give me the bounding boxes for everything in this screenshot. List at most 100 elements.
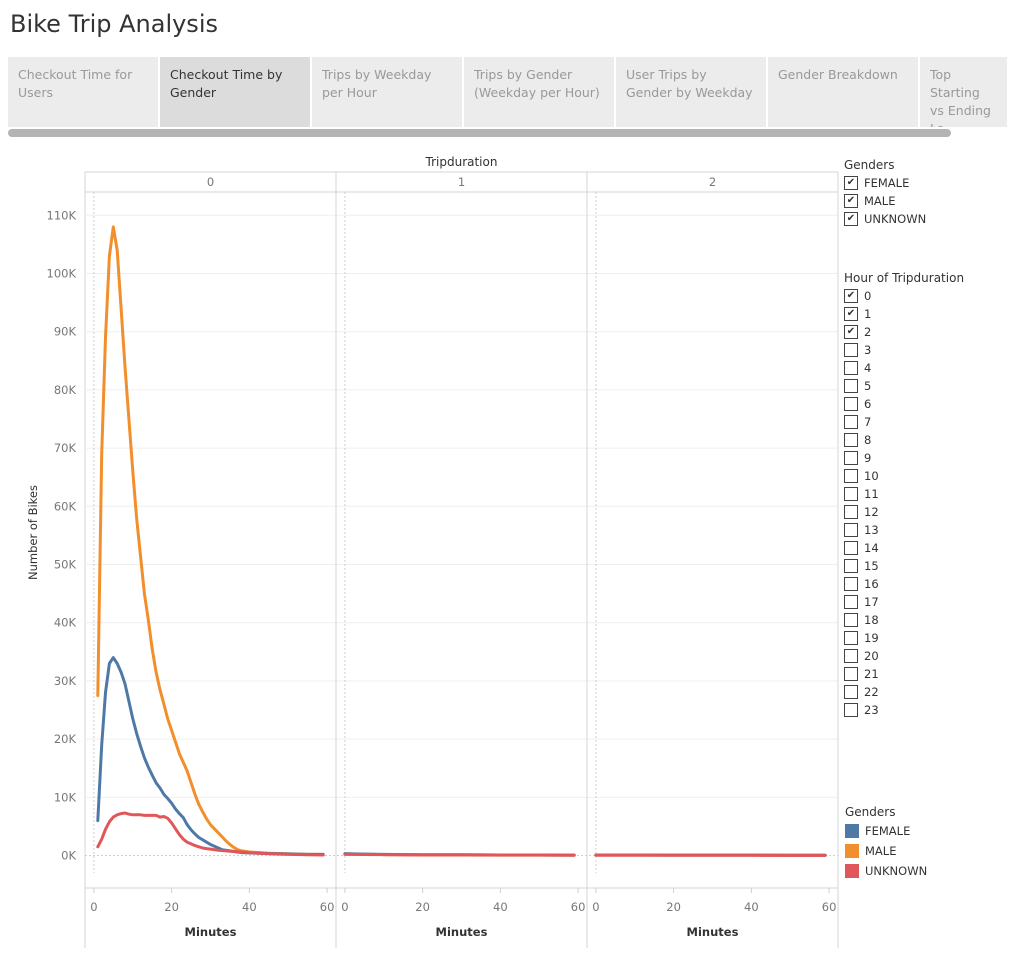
filter-item[interactable]: 12: [844, 503, 964, 521]
filter-item[interactable]: ✔ 2: [844, 323, 964, 341]
filter-item-label: 19: [864, 631, 879, 645]
checkbox-unchecked[interactable]: [844, 577, 858, 591]
checkbox-checked[interactable]: ✔: [844, 289, 858, 303]
checkbox-unchecked[interactable]: [844, 415, 858, 429]
tab-top-starting-vs-ending[interactable]: Top Starting vs Ending Lo...: [920, 57, 1007, 127]
filter-item[interactable]: 9: [844, 449, 964, 467]
filter-item[interactable]: ✔ 0: [844, 287, 964, 305]
filter-item[interactable]: 6: [844, 395, 964, 413]
filter-item-label: 17: [864, 595, 879, 609]
legend-label: FEMALE: [865, 824, 911, 838]
filter-item[interactable]: 13: [844, 521, 964, 539]
tab-checkout-time-by-gender[interactable]: Checkout Time by Gender: [160, 57, 310, 127]
checkbox-unchecked[interactable]: [844, 523, 858, 537]
filter-item-label: 10: [864, 469, 879, 483]
filter-item[interactable]: 19: [844, 629, 964, 647]
tab-checkout-time-for-users[interactable]: Checkout Time for Users: [8, 57, 158, 127]
filter-item-label: 16: [864, 577, 879, 591]
x-tick-label: 0: [90, 900, 97, 914]
filter-item[interactable]: 7: [844, 413, 964, 431]
checkbox-checked[interactable]: ✔: [844, 325, 858, 339]
checkbox-unchecked[interactable]: [844, 541, 858, 555]
checkbox-unchecked[interactable]: [844, 667, 858, 681]
tab-user-trips-by-gender[interactable]: User Trips by Gender by Weekday: [616, 57, 766, 127]
x-tick-label: 40: [493, 900, 508, 914]
filter-item[interactable]: 10: [844, 467, 964, 485]
checkbox-unchecked[interactable]: [844, 487, 858, 501]
line-chart: Tripduration 0K 10K 20K 30K 40K 50K 60K 70K 80K 90…: [26, 155, 839, 948]
checkbox-unchecked[interactable]: [844, 379, 858, 393]
filter-item[interactable]: 14: [844, 539, 964, 557]
legend-swatch: [845, 864, 859, 878]
legend-label: MALE: [865, 844, 897, 858]
series-line-unknown: [96, 811, 325, 857]
filter-item[interactable]: 22: [844, 683, 964, 701]
filter-item[interactable]: ✔ 1: [844, 305, 964, 323]
y-tick-label: 10K: [54, 790, 77, 804]
tab-trips-by-weekday-per-hour[interactable]: Trips by Weekday per Hour: [312, 57, 462, 127]
filter-item[interactable]: 15: [844, 557, 964, 575]
filter-item[interactable]: 23: [844, 701, 964, 719]
checkbox-unchecked[interactable]: [844, 595, 858, 609]
filter-item[interactable]: 18: [844, 611, 964, 629]
legend-swatch: [845, 844, 859, 858]
filter-item-label: 20: [864, 649, 879, 663]
filter-item[interactable]: ✔ UNKNOWN: [844, 210, 926, 228]
checkbox-unchecked[interactable]: [844, 685, 858, 699]
tab-bar: Checkout Time for Users Checkout Time by…: [8, 57, 1007, 127]
y-tick-label: 90K: [54, 325, 77, 339]
checkbox-unchecked[interactable]: [844, 361, 858, 375]
x-tick-label: 0: [341, 900, 348, 914]
filter-item-label: 6: [864, 397, 872, 411]
checkbox-unchecked[interactable]: [844, 505, 858, 519]
checkbox-unchecked[interactable]: [844, 613, 858, 627]
filter-item[interactable]: 3: [844, 341, 964, 359]
legend-item[interactable]: MALE: [845, 841, 927, 861]
filter-item-label: 2: [864, 325, 872, 339]
filter-item[interactable]: 11: [844, 485, 964, 503]
filter-item[interactable]: 21: [844, 665, 964, 683]
filter-item[interactable]: ✔ FEMALE: [844, 174, 926, 192]
filter-item-label: 23: [864, 703, 879, 717]
filter-item[interactable]: 20: [844, 647, 964, 665]
checkbox-unchecked[interactable]: [844, 397, 858, 411]
checkbox-unchecked[interactable]: [844, 451, 858, 465]
filter-item-label: 7: [864, 415, 872, 429]
legend-item[interactable]: UNKNOWN: [845, 861, 927, 881]
filter-item[interactable]: ✔ MALE: [844, 192, 926, 210]
tab-trips-by-gender[interactable]: Trips by Gender (Weekday per Hour): [464, 57, 614, 127]
filter-item-label: 9: [864, 451, 872, 465]
checkbox-checked[interactable]: ✔: [844, 307, 858, 321]
checkbox-checked[interactable]: ✔: [844, 176, 858, 190]
checkbox-unchecked[interactable]: [844, 649, 858, 663]
filter-item-label: 14: [864, 541, 879, 555]
tab-scrollbar[interactable]: [8, 129, 951, 137]
checkbox-unchecked[interactable]: [844, 631, 858, 645]
x-axis-label: Minutes: [185, 925, 237, 939]
checkbox-checked[interactable]: ✔: [844, 212, 858, 226]
filter-item-label: UNKNOWN: [864, 212, 927, 226]
color-legend: Genders FEMALE MALE UNKNOWN: [845, 805, 927, 881]
filter-item[interactable]: 8: [844, 431, 964, 449]
checkbox-unchecked[interactable]: [844, 343, 858, 357]
filter-item[interactable]: 5: [844, 377, 964, 395]
panel-header-label: 1: [458, 175, 465, 189]
filter-item-label: 15: [864, 559, 879, 573]
x-axis-label: Minutes: [436, 925, 488, 939]
tab-gender-breakdown[interactable]: Gender Breakdown: [768, 57, 918, 127]
checkbox-unchecked[interactable]: [844, 559, 858, 573]
hour-filter-title: Hour of Tripduration: [844, 271, 965, 285]
page-title: Bike Trip Analysis: [10, 10, 218, 38]
filter-item-label: 13: [864, 523, 879, 537]
filter-item[interactable]: 16: [844, 575, 964, 593]
color-legend-title: Genders: [845, 805, 896, 819]
legend-item[interactable]: FEMALE: [845, 821, 927, 841]
filter-item[interactable]: 17: [844, 593, 964, 611]
x-axis-label: Minutes: [687, 925, 739, 939]
checkbox-unchecked[interactable]: [844, 433, 858, 447]
checkbox-unchecked[interactable]: [844, 469, 858, 483]
checkbox-unchecked[interactable]: [844, 703, 858, 717]
checkbox-checked[interactable]: ✔: [844, 194, 858, 208]
y-tick-label: 40K: [54, 616, 77, 630]
filter-item[interactable]: 4: [844, 359, 964, 377]
